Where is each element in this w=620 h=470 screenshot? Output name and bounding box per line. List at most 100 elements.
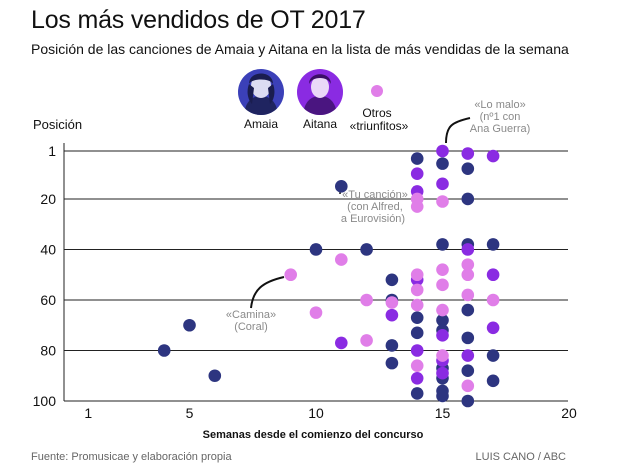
point-aitana-1 bbox=[385, 308, 399, 322]
y-tick-label-80: 80 bbox=[40, 342, 56, 358]
point-otros-20 bbox=[461, 379, 475, 393]
x-tick-label-10: 10 bbox=[308, 405, 324, 421]
point-aitana-11 bbox=[436, 366, 449, 380]
camina-leader bbox=[250, 276, 285, 309]
point-aitana-2 bbox=[410, 167, 424, 181]
y-tick-label-1: 1 bbox=[48, 143, 56, 159]
point-otros-4 bbox=[360, 334, 373, 347]
annotation-lo-malo-line1: «Lo malo» bbox=[474, 99, 525, 111]
y-tick-label-20: 20 bbox=[40, 191, 56, 207]
point-otros-18 bbox=[461, 268, 475, 282]
point-otros-2 bbox=[335, 253, 348, 266]
point-amaia-25 bbox=[461, 303, 475, 317]
point-amaia-12 bbox=[410, 326, 424, 340]
point-aitana-12 bbox=[461, 147, 475, 160]
legend-label-otros-line2: «triunfitos» bbox=[350, 119, 409, 133]
point-amaia-8 bbox=[385, 339, 399, 352]
point-otros-15 bbox=[436, 303, 449, 317]
aitana-portrait-icon bbox=[297, 69, 343, 115]
annotation-tu-cancion-line3: a Eurovisión) bbox=[341, 213, 405, 225]
point-aitana-9 bbox=[436, 329, 449, 342]
legend-label-otros-line1: Otros bbox=[362, 106, 391, 120]
point-aitana-17 bbox=[486, 321, 500, 335]
legend: Amaia Aitana Otros «triunfitos» bbox=[238, 69, 409, 133]
point-otros-5 bbox=[385, 296, 399, 309]
point-amaia-4 bbox=[335, 180, 348, 193]
point-aitana-14 bbox=[461, 349, 475, 362]
y-tick-label-40: 40 bbox=[40, 241, 56, 257]
point-amaia-2 bbox=[208, 369, 222, 383]
point-otros-10 bbox=[410, 298, 424, 312]
x-tick-label-1: 1 bbox=[84, 405, 92, 421]
x-tick-labels: 1 5 10 15 20 bbox=[84, 405, 577, 421]
lo-malo-leader bbox=[445, 117, 471, 144]
amaia-portrait-icon bbox=[238, 69, 284, 115]
y-tick-label-100: 100 bbox=[33, 393, 57, 409]
annotation-lo-malo-line3: Ana Guerra) bbox=[470, 123, 531, 135]
point-amaia-31 bbox=[486, 374, 500, 388]
chart-title: Los más vendidos de OT 2017 bbox=[31, 6, 366, 34]
point-amaia-14 bbox=[436, 157, 449, 170]
point-otros-12 bbox=[436, 195, 449, 208]
point-amaia-23 bbox=[461, 192, 475, 206]
point-amaia-6 bbox=[385, 273, 399, 287]
point-otros-21 bbox=[486, 293, 500, 307]
point-aitana-6 bbox=[410, 371, 424, 385]
point-aitana-16 bbox=[486, 268, 500, 282]
point-otros-13 bbox=[436, 263, 449, 276]
legend-label-amaia: Amaia bbox=[244, 117, 278, 131]
point-amaia-1 bbox=[183, 318, 196, 332]
point-aitana-7 bbox=[436, 144, 449, 158]
point-otros-19 bbox=[461, 288, 475, 302]
y-tick-label-60: 60 bbox=[40, 292, 56, 308]
point-amaia-16 bbox=[436, 313, 449, 327]
point-otros-14 bbox=[436, 278, 449, 292]
point-otros-3 bbox=[360, 293, 373, 307]
annotation-lo-malo-line2: (nº1 con bbox=[480, 111, 521, 123]
annotation-camina-line1: «Camina» bbox=[226, 309, 276, 321]
point-amaia-26 bbox=[461, 331, 475, 345]
annotation-camina: «Camina» (Coral) bbox=[226, 309, 276, 333]
annotation-tu-cancion-line2: (con Alfred, bbox=[347, 201, 403, 213]
point-amaia-13 bbox=[410, 387, 424, 400]
point-otros-7 bbox=[410, 200, 424, 213]
data-points bbox=[157, 144, 500, 408]
point-amaia-30 bbox=[486, 349, 500, 362]
point-amaia-3 bbox=[309, 243, 323, 256]
point-aitana-0 bbox=[335, 336, 348, 350]
point-otros-16 bbox=[436, 349, 449, 362]
x-tick-label-5: 5 bbox=[186, 405, 194, 421]
y-tick-labels: 1 20 40 60 80 100 bbox=[33, 143, 57, 409]
point-aitana-8 bbox=[436, 177, 449, 191]
annotation-tu-cancion: «Tu canción» (con Alfred, a Eurovisión) bbox=[341, 189, 408, 225]
point-amaia-28 bbox=[461, 394, 475, 408]
annotation-tu-cancion-line1: «Tu canción» bbox=[342, 189, 408, 201]
point-amaia-0 bbox=[157, 344, 171, 357]
point-aitana-15 bbox=[486, 149, 500, 163]
legend-label-aitana: Aitana bbox=[303, 117, 337, 131]
footer-source: Fuente: Promusicae y elaboración propia bbox=[31, 451, 232, 463]
gridlines bbox=[63, 143, 568, 402]
chart-subtitle: Posición de las canciones de Amaia y Ait… bbox=[31, 41, 569, 57]
point-amaia-11 bbox=[410, 311, 424, 324]
x-tick-label-20: 20 bbox=[561, 405, 577, 421]
point-otros-1 bbox=[309, 306, 323, 319]
point-amaia-27 bbox=[461, 364, 475, 377]
legend-otros-dot bbox=[371, 85, 383, 97]
annotation-lo-malo: «Lo malo» (nº1 con Ana Guerra) bbox=[470, 99, 531, 135]
point-amaia-9 bbox=[385, 356, 399, 370]
point-otros-8 bbox=[410, 268, 424, 282]
y-axis-label: Posición bbox=[33, 117, 82, 132]
x-axis-label: Semanas desde el comienzo del concurso bbox=[203, 429, 424, 441]
point-amaia-5 bbox=[360, 243, 373, 256]
footer-credit: LUIS CANO / ABC bbox=[476, 451, 567, 463]
point-otros-17 bbox=[461, 258, 475, 271]
point-aitana-5 bbox=[410, 344, 424, 357]
annotation-camina-line2: (Coral) bbox=[234, 321, 268, 333]
point-amaia-10 bbox=[410, 152, 424, 165]
point-amaia-22 bbox=[461, 162, 475, 175]
point-amaia-15 bbox=[436, 238, 449, 251]
point-amaia-21 bbox=[436, 389, 449, 403]
point-otros-11 bbox=[410, 359, 424, 372]
